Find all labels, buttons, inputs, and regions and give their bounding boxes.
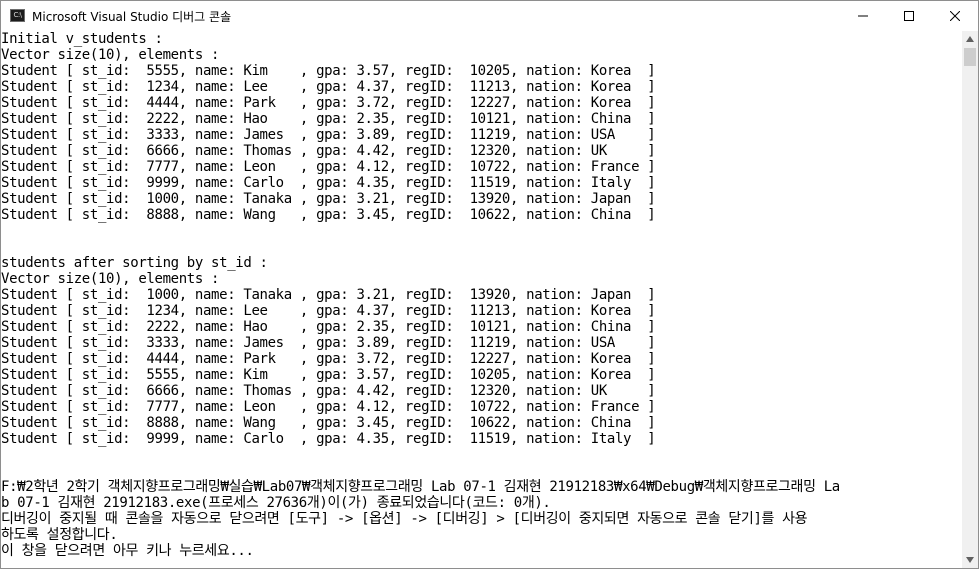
console-line: 하도록 설정합니다.	[1, 527, 118, 543]
minimize-button[interactable]	[840, 1, 886, 31]
console-line: Student [ st_id: 6666, name: Thomas , gp…	[1, 383, 656, 399]
console-line: Student [ st_id: 4444, name: Park , gpa:…	[1, 351, 656, 367]
console-app-icon[interactable]: C:\	[10, 9, 25, 22]
console-line: Initial v_students :	[1, 31, 163, 47]
console-line: Student [ st_id: 1234, name: Lee , gpa: …	[1, 303, 656, 319]
console-line	[1, 463, 962, 479]
vertical-scrollbar[interactable]	[962, 31, 978, 568]
console-line: Student [ st_id: 9999, name: Carlo , gpa…	[1, 431, 656, 447]
console-line	[1, 239, 962, 255]
console-line: Student [ st_id: 8888, name: Wang , gpa:…	[1, 207, 656, 223]
console-line: Student [ st_id: 3333, name: James , gpa…	[1, 127, 656, 143]
console-line: Student [ st_id: 1000, name: Tanaka , gp…	[1, 287, 656, 303]
console-line: Student [ st_id: 4444, name: Park , gpa:…	[1, 95, 656, 111]
chevron-up-icon[interactable]	[966, 36, 974, 42]
console-line: Student [ st_id: 7777, name: Leon , gpa:…	[1, 399, 656, 415]
console-line: Student [ st_id: 8888, name: Wang , gpa:…	[1, 415, 656, 431]
console-line: students after sorting by st_id :	[1, 255, 268, 271]
console-line: Student [ st_id: 2222, name: Hao , gpa: …	[1, 111, 656, 127]
minimize-icon	[858, 15, 868, 17]
console-line: Student [ st_id: 1000, name: Tanaka , gp…	[1, 191, 656, 207]
console-line: 디버깅이 중지될 때 콘솔을 자동으로 닫으려면 [도구] -> [옵션] ->…	[1, 511, 808, 527]
maximize-icon	[904, 11, 914, 21]
maximize-button[interactable]	[886, 1, 932, 31]
console-line: Vector size(10), elements :	[1, 271, 220, 287]
scrollbar-thumb[interactable]	[964, 48, 976, 66]
console-line: 이 창을 닫으려면 아무 키나 누르세요...	[1, 543, 254, 559]
console-line: Student [ st_id: 6666, name: Thomas , gp…	[1, 143, 656, 159]
console-line: Vector size(10), elements :	[1, 47, 220, 63]
console-line: Student [ st_id: 9999, name: Carlo , gpa…	[1, 175, 656, 191]
console-line: Student [ st_id: 7777, name: Leon , gpa:…	[1, 159, 656, 175]
console-line: b 07-1 김재현 21912183.exe(프로세스 27636개)이(가)…	[1, 495, 551, 511]
console-output[interactable]: Initial v_students : Vector size(10), ele…	[1, 31, 962, 568]
console-line: Student [ st_id: 5555, name: Kim , gpa: …	[1, 367, 656, 383]
close-icon	[950, 11, 960, 21]
close-button[interactable]	[932, 1, 978, 31]
console-line: F:₩2학년 2학기 객체지향프로그래밍₩실습₩Lab07₩객체지향프로그래밍 …	[1, 479, 840, 495]
console-line	[1, 223, 962, 239]
console-line: Student [ st_id: 1234, name: Lee , gpa: …	[1, 79, 656, 95]
title-bar[interactable]: C:\ Microsoft Visual Studio 디버그 콘솔	[1, 1, 978, 31]
window-title: Microsoft Visual Studio 디버그 콘솔	[32, 10, 232, 24]
console-line: Student [ st_id: 3333, name: James , gpa…	[1, 335, 656, 351]
console-line	[1, 447, 962, 463]
chevron-down-icon[interactable]	[966, 557, 974, 563]
console-line: Student [ st_id: 2222, name: Hao , gpa: …	[1, 319, 656, 335]
console-line: Student [ st_id: 5555, name: Kim , gpa: …	[1, 63, 656, 79]
